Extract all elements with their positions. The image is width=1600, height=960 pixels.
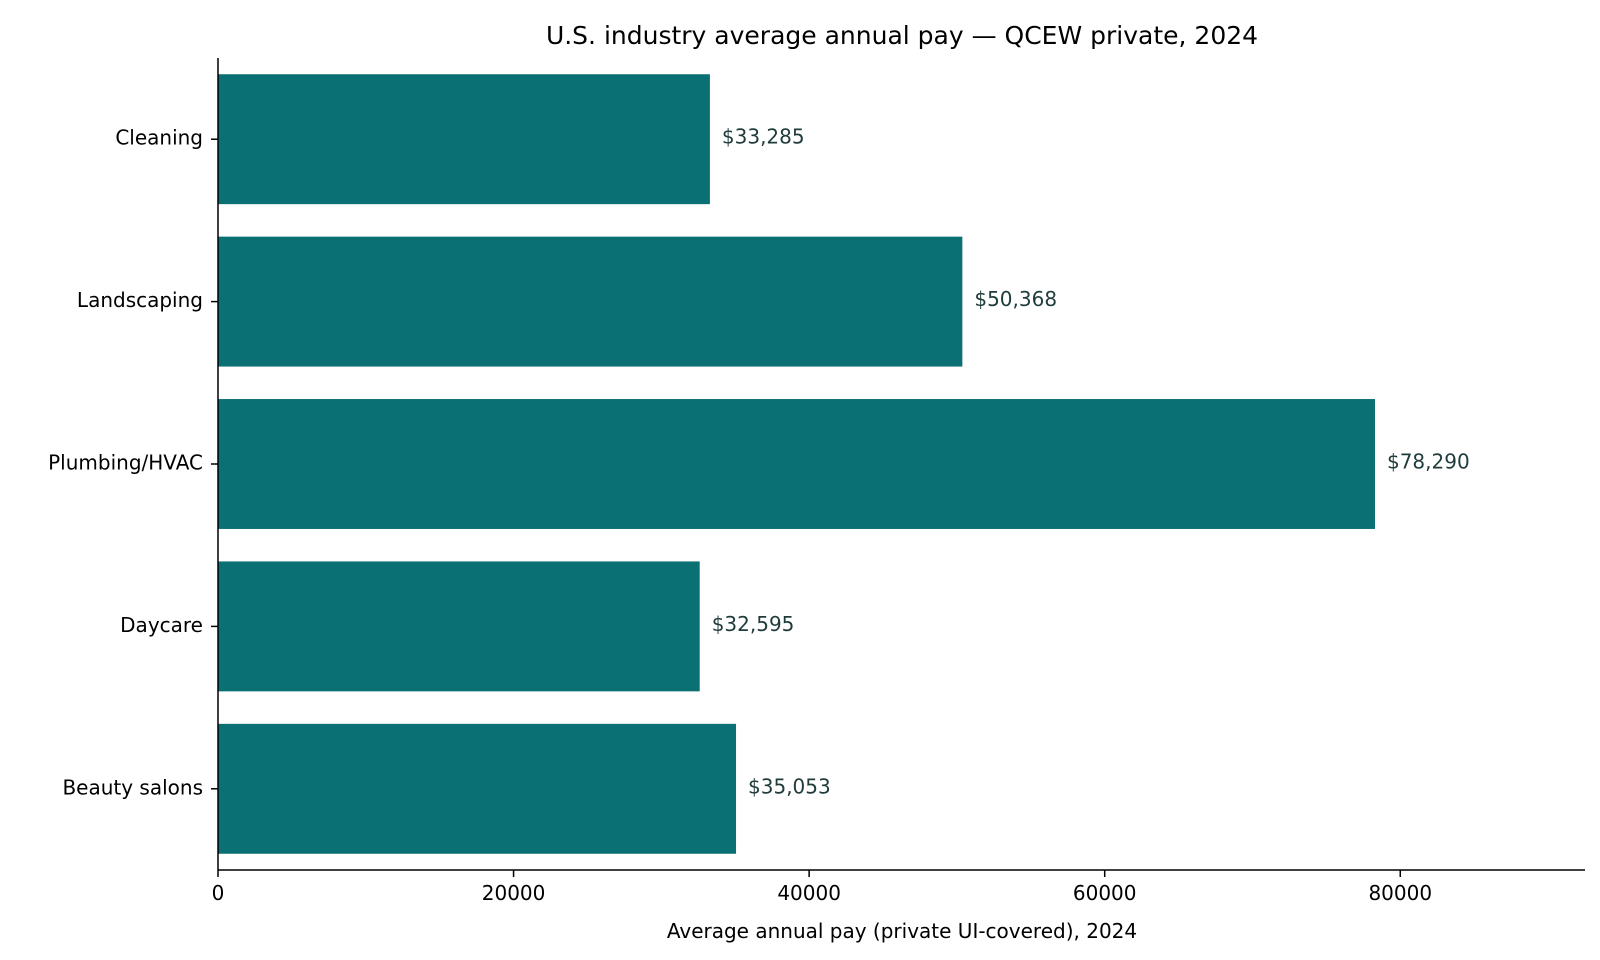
x-tick-label: 0	[212, 881, 225, 905]
y-tick-label: Plumbing/HVAC	[48, 451, 203, 475]
chart-title: U.S. industry average annual pay — QCEW …	[546, 21, 1258, 50]
x-tick-label: 80000	[1368, 881, 1432, 905]
y-tick-label: Landscaping	[77, 288, 203, 312]
bar-plumbing-hvac	[218, 399, 1375, 529]
value-labels-group: $33,285 $50,368 $78,290 $32,595 $35,053	[712, 125, 1470, 799]
value-label: $32,595	[712, 612, 795, 636]
x-tick-label: 60000	[1073, 881, 1137, 905]
value-label: $35,053	[748, 774, 831, 798]
x-axis-label: Average annual pay (private UI-covered),…	[667, 919, 1137, 943]
x-tick-label: 20000	[482, 881, 546, 905]
y-axis-ticks: Cleaning Landscaping Plumbing/HVAC Daycare B…	[48, 126, 218, 799]
y-tick-label: Beauty salons	[62, 775, 203, 799]
bars-group	[218, 74, 1375, 854]
bar-landscaping	[218, 236, 963, 367]
bar-daycare	[218, 561, 700, 692]
value-label: $50,368	[974, 287, 1057, 311]
value-label: $78,290	[1387, 450, 1470, 474]
y-tick-label: Daycare	[120, 613, 203, 637]
bar-beauty-salons	[218, 723, 737, 854]
x-axis-ticks: 0 20000 40000 60000 80000	[212, 870, 1432, 905]
y-tick-label: Cleaning	[115, 126, 203, 150]
value-label: $33,285	[722, 125, 805, 149]
bar-cleaning	[218, 74, 710, 205]
x-tick-label: 40000	[777, 881, 841, 905]
